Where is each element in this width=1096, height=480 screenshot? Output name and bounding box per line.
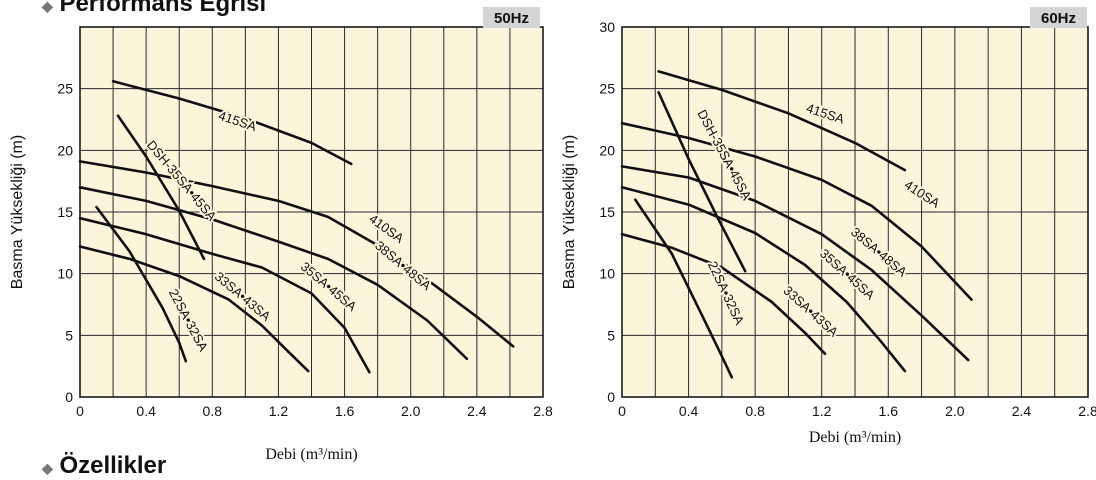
chart-1: 60Hz 0 0.4 0.8 1.2 1.6 2.0 2.4 2.8 0 5 10 15 20 25 30 De… xyxy=(561,7,1096,446)
frequency-badge-label: 50Hz xyxy=(494,10,529,27)
x-tick-label: 2.0 xyxy=(945,403,965,419)
charts-canvas: 50Hz 0 0.4 0.8 1.2 1.6 2.0 2.4 2.8 0 5 10 15 20 25 Debi… xyxy=(9,7,1096,463)
x-tick-label: 1.6 xyxy=(879,403,899,419)
y-tick-label: 20 xyxy=(57,142,73,158)
x-tick-label: 0.4 xyxy=(136,403,156,419)
y-tick-label: 30 xyxy=(599,19,615,35)
y-tick-label: 0 xyxy=(607,389,615,405)
x-tick-label: 2.8 xyxy=(1078,403,1096,419)
x-tick-label: 0.4 xyxy=(679,403,699,419)
y-tick-label: 25 xyxy=(599,81,615,97)
x-tick-label: 2.0 xyxy=(401,403,421,419)
x-tick-label: 0 xyxy=(618,403,626,419)
series-line xyxy=(95,205,188,363)
series-line xyxy=(657,70,907,172)
series-line xyxy=(116,114,206,261)
y-axis-label: Basma Yüksekliği (m) xyxy=(561,135,578,289)
x-tick-label: 2.4 xyxy=(1012,403,1032,419)
plot-frame xyxy=(621,26,1089,398)
x-tick-label: 1.2 xyxy=(812,403,832,419)
y-tick-label: 10 xyxy=(599,266,615,282)
y-tick-label: 5 xyxy=(607,327,615,343)
y-tick-label: 10 xyxy=(57,266,73,282)
series-line xyxy=(634,198,734,379)
series-line xyxy=(111,80,353,166)
y-axis-label: Basma Yüksekliği (m) xyxy=(9,135,26,289)
frequency-badge xyxy=(483,7,540,28)
section-heading: ◆ Performans Eğrisi xyxy=(42,0,266,18)
y-tick-label: 15 xyxy=(57,204,73,220)
x-tick-label: 2.4 xyxy=(467,403,487,419)
heading-bullet-icon: ◆ xyxy=(42,0,53,14)
chart-0: 50Hz 0 0.4 0.8 1.2 1.6 2.0 2.4 2.8 0 5 10 15 20 25 Debi… xyxy=(9,7,553,463)
y-tick-label: 20 xyxy=(599,142,615,158)
series-line xyxy=(620,186,907,373)
series-line xyxy=(620,165,970,362)
y-tick-label: 5 xyxy=(65,327,73,343)
series-line xyxy=(620,232,827,356)
y-tick-label: 25 xyxy=(57,81,73,97)
series-line xyxy=(78,245,310,373)
x-axis-label: Debi (m³/min) xyxy=(265,446,357,463)
frequency-badge xyxy=(1030,7,1087,28)
y-tick-label: 15 xyxy=(599,204,615,220)
series-line xyxy=(78,160,515,348)
x-tick-label: 1.6 xyxy=(335,403,355,419)
section-heading-text: Performans Eğrisi xyxy=(59,0,267,17)
series-line xyxy=(657,91,747,273)
series-line xyxy=(620,121,973,301)
series-line xyxy=(78,216,371,374)
y-tick-label: 0 xyxy=(65,389,73,405)
x-tick-label: 2.8 xyxy=(533,403,553,419)
series-line xyxy=(78,186,469,361)
x-tick-label: 0.8 xyxy=(745,403,765,419)
frequency-badge-label: 60Hz xyxy=(1041,10,1076,27)
plot-frame xyxy=(79,26,544,398)
x-axis-label: Debi (m³/min) xyxy=(809,429,901,446)
x-tick-label: 0.8 xyxy=(203,403,223,419)
x-tick-label: 1.2 xyxy=(269,403,289,419)
x-tick-label: 0 xyxy=(76,403,84,419)
